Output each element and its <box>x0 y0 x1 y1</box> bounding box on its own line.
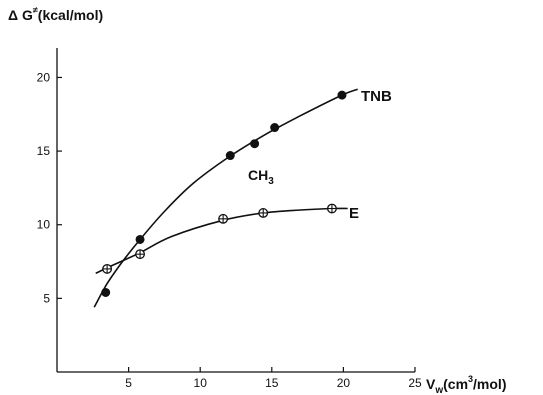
x-axis-label-units-open: (cm <box>443 376 468 392</box>
data-point-tnb <box>135 234 145 244</box>
fit-curve-tnb <box>93 88 358 308</box>
axes <box>56 48 415 373</box>
data-point-tnb <box>337 90 347 100</box>
x-tick-label: 20 <box>337 376 351 390</box>
x-tick-label: 5 <box>125 376 132 390</box>
data-point-e <box>102 263 113 274</box>
x-axis-label-subscript: w <box>434 385 443 395</box>
series-label-e: E <box>349 205 359 222</box>
y-axis-label: Δ G≠(kcal/mol) <box>8 5 103 23</box>
x-tick-label: 10 <box>194 376 208 390</box>
data-point-tnb <box>250 139 260 149</box>
data-point-e <box>326 203 337 214</box>
annotation-ch3-main: CH <box>248 167 268 183</box>
x-axis-label-superscript: 3 <box>468 374 473 384</box>
y-tick-label: 20 <box>37 70 51 84</box>
annotation-ch3: CH3 <box>248 167 274 187</box>
x-axis-label-units-close: /mol) <box>473 376 506 392</box>
fit-curves <box>93 88 358 308</box>
ticks: 5 10 15 20 25 5 10 15 20 <box>37 70 422 390</box>
data-point-tnb <box>225 151 235 161</box>
x-tick-label: 15 <box>265 376 279 390</box>
x-axis-label: Vw(cm3/mol) <box>426 374 507 395</box>
y-axis-label-superscript: ≠ <box>33 5 38 15</box>
x-tick-label: 25 <box>408 376 422 390</box>
data-point-tnb <box>270 123 280 133</box>
data-point-e <box>218 213 229 224</box>
x-axis-label-main: V <box>426 376 436 392</box>
data-points <box>101 90 347 297</box>
y-axis-label-main: Δ G <box>8 7 33 23</box>
annotation-ch3-subscript: 3 <box>268 176 274 187</box>
data-point-e <box>135 249 146 260</box>
y-tick-label: 5 <box>43 291 50 305</box>
data-point-e <box>258 207 269 218</box>
data-point-tnb <box>101 287 111 297</box>
y-tick-label: 10 <box>37 218 51 232</box>
y-axis-label-units: (kcal/mol) <box>38 7 103 23</box>
y-tick-label: 15 <box>37 144 51 158</box>
series-label-tnb: TNB <box>361 88 392 105</box>
